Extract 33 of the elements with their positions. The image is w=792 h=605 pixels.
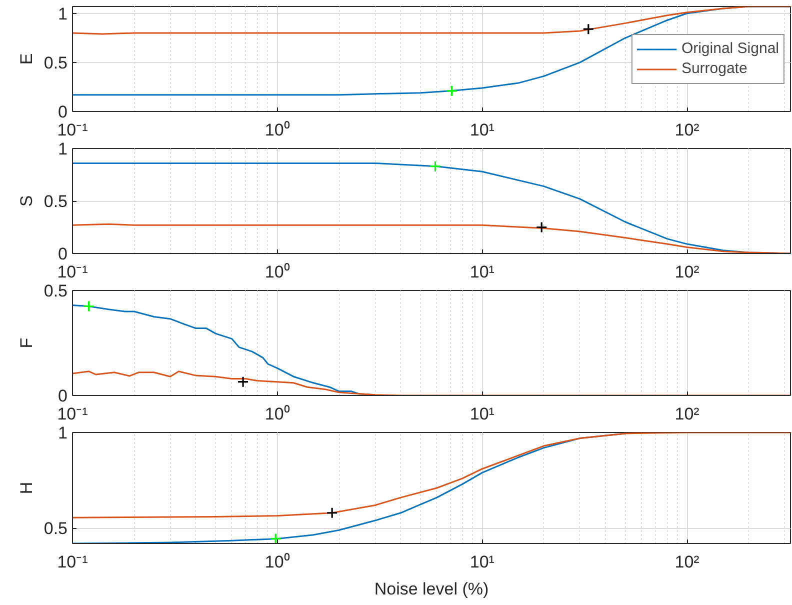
y-tick-label: 0 xyxy=(58,386,68,406)
x-tick-label: 10² xyxy=(674,120,700,140)
x-tick-label: 10⁻¹ xyxy=(57,552,88,572)
y-tick-label: 0.5 xyxy=(44,192,68,211)
x-tick-label: 10¹ xyxy=(470,404,495,424)
x-tick-label: 10⁻¹ xyxy=(57,404,88,424)
x-tick-label: 10⁻¹ xyxy=(57,262,88,282)
y-axis-title: E xyxy=(16,53,36,65)
legend-label: Original Signal xyxy=(681,40,779,58)
y-tick-label: 1 xyxy=(58,4,68,24)
x-tick-label: 10⁻¹ xyxy=(57,120,88,140)
y-axis-title: H xyxy=(16,482,36,494)
y-tick-label: 0.5 xyxy=(44,53,68,72)
x-tick-label: 10² xyxy=(674,262,700,282)
y-axis-title: S xyxy=(16,195,36,207)
x-axis-title: Noise level (%) xyxy=(374,580,489,598)
x-tick-label: 10⁰ xyxy=(264,552,290,572)
legend-label: Surrogate xyxy=(681,60,748,78)
x-tick-label: 10¹ xyxy=(470,262,495,282)
x-tick-label: 10² xyxy=(674,552,700,572)
x-tick-label: 10¹ xyxy=(470,120,495,140)
y-tick-label: 1 xyxy=(58,424,68,442)
y-tick-label: 0 xyxy=(58,102,68,122)
x-tick-label: 10⁰ xyxy=(264,262,290,282)
x-tick-label: 10¹ xyxy=(470,552,495,572)
x-tick-label: 10⁰ xyxy=(264,120,290,140)
x-tick-label: 10² xyxy=(674,404,700,424)
x-tick-label: 10⁰ xyxy=(264,404,290,424)
y-tick-label: 0 xyxy=(58,244,68,264)
y-axis-title: F xyxy=(16,338,36,348)
y-tick-label: 0.5 xyxy=(44,282,68,300)
y-tick-label: 1 xyxy=(58,140,68,158)
y-tick-label: 0.5 xyxy=(44,519,68,538)
